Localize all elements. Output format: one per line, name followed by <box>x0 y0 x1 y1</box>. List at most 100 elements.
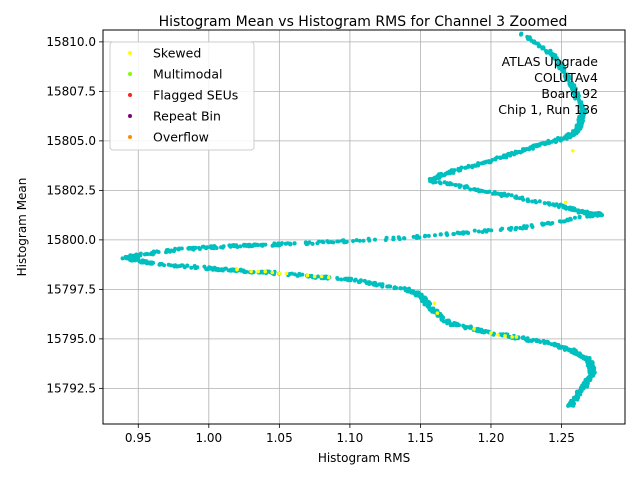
data-point <box>136 258 141 263</box>
data-point <box>246 243 251 248</box>
data-point <box>189 265 194 270</box>
data-point <box>432 233 437 238</box>
data-point <box>450 323 455 328</box>
data-point <box>357 238 362 243</box>
data-point <box>550 202 555 207</box>
data-point <box>541 141 546 146</box>
data-point <box>476 229 481 234</box>
data-point <box>534 337 539 342</box>
data-point <box>422 234 427 239</box>
data-point <box>502 153 507 158</box>
data-point <box>411 234 416 239</box>
data-point <box>552 56 557 61</box>
data-point <box>532 39 537 44</box>
data-points-layer <box>120 31 605 408</box>
data-point <box>575 389 580 394</box>
data-point <box>167 249 172 254</box>
data-point <box>444 181 449 186</box>
data-point <box>316 239 321 244</box>
data-point <box>287 241 292 246</box>
data-point <box>577 215 582 220</box>
data-point <box>597 213 602 218</box>
data-point <box>571 399 576 404</box>
grid-layer <box>103 30 625 424</box>
data-point <box>202 264 207 269</box>
y-tick-label: 15810.0 <box>46 35 96 49</box>
y-tick-label: 15802.5 <box>46 183 96 197</box>
data-point <box>569 350 574 355</box>
x-tick-label: 1.10 <box>337 431 364 445</box>
data-point <box>321 240 326 245</box>
data-point <box>339 277 344 282</box>
annotation-line: Board 92 <box>541 86 598 101</box>
data-point <box>335 239 340 244</box>
data-point <box>567 76 572 81</box>
data-point <box>463 326 468 331</box>
data-point <box>480 188 485 193</box>
data-point <box>154 249 159 254</box>
data-point <box>357 280 362 285</box>
data-point-skewed <box>510 335 514 339</box>
y-tick-label: 15805.0 <box>46 134 96 148</box>
data-point <box>133 256 138 261</box>
data-point <box>474 328 479 333</box>
data-point-skewed <box>432 301 437 306</box>
data-point <box>525 338 530 343</box>
data-point <box>547 202 552 207</box>
data-point <box>476 189 481 194</box>
data-point <box>300 272 305 277</box>
data-point <box>555 137 560 142</box>
data-point-skewed <box>284 271 289 276</box>
data-point <box>520 226 525 231</box>
data-point <box>554 202 559 207</box>
data-point <box>548 48 553 53</box>
data-point <box>374 283 379 288</box>
data-point <box>574 128 579 133</box>
legend-marker <box>128 135 132 139</box>
data-point <box>292 241 297 246</box>
data-point <box>541 222 546 227</box>
data-point-skewed <box>270 270 275 275</box>
data-point <box>559 219 564 224</box>
y-tick-label: 15807.5 <box>46 84 96 98</box>
data-point <box>208 266 213 271</box>
data-point-skewed <box>472 327 476 331</box>
data-point <box>457 184 462 189</box>
data-point <box>578 116 583 121</box>
data-point <box>392 285 397 290</box>
data-point <box>128 257 133 262</box>
data-point <box>506 151 511 156</box>
data-point <box>470 163 475 168</box>
data-point <box>545 141 550 146</box>
data-point <box>453 183 458 188</box>
data-point <box>544 340 549 345</box>
plot-frame <box>102 29 626 425</box>
data-point <box>445 233 450 238</box>
data-point <box>574 395 579 400</box>
data-point <box>579 112 584 117</box>
data-point <box>579 389 584 394</box>
data-point <box>583 109 588 114</box>
chart-title: Histogram Mean vs Histogram RMS for Chan… <box>159 14 568 30</box>
data-point <box>583 210 588 215</box>
data-point <box>529 338 534 343</box>
data-point <box>263 242 268 247</box>
data-point <box>341 238 346 243</box>
data-point <box>585 214 590 219</box>
data-point-skewed <box>514 335 519 339</box>
data-point <box>541 338 546 343</box>
data-point <box>139 260 144 265</box>
data-point-skewed <box>489 331 493 335</box>
data-point <box>388 284 393 289</box>
data-point <box>419 295 424 300</box>
data-point <box>572 206 577 211</box>
y-axis-label: Histogram Mean <box>15 178 29 277</box>
data-point <box>172 248 177 253</box>
data-point <box>533 198 538 203</box>
data-point <box>209 245 214 250</box>
data-point <box>469 325 474 330</box>
data-point <box>485 189 490 194</box>
data-point <box>220 245 225 250</box>
